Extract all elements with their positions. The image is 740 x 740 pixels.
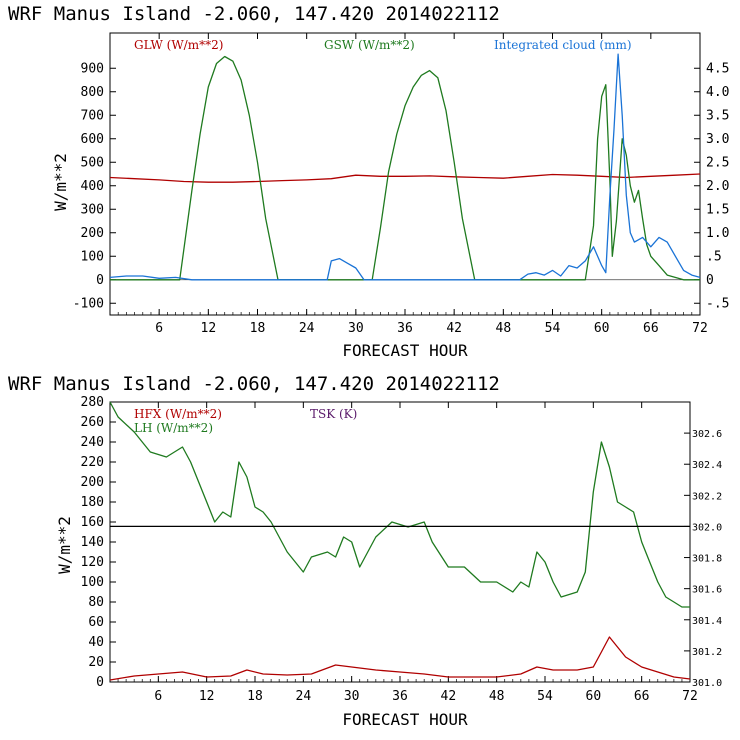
chart-bottom-xtick-label: 48 — [489, 689, 505, 704]
chart-top-ytick-label: 600 — [81, 132, 104, 147]
chart-bottom-ytick-label: 80 — [88, 595, 104, 610]
chart-bottom-xtick-label: 36 — [392, 689, 408, 704]
chart-top-series-gsw-w-m-2 — [110, 55, 700, 281]
chart-top-xtick-label: 12 — [201, 321, 217, 336]
chart-top-ytick-label: 100 — [81, 249, 104, 264]
chart-bottom-ytick-label: 160 — [81, 515, 104, 530]
chart-bottom-xtick-label: 24 — [296, 689, 312, 704]
chart-top-xtick-label: 30 — [348, 321, 364, 336]
chart-bottom-xtick-label: 6 — [154, 689, 162, 704]
chart-top-y2tick-label: -.5 — [706, 296, 729, 311]
chart-bottom-y2tick-label: 301.6 — [692, 585, 722, 596]
chart-top-y2tick-label: 4.0 — [706, 85, 729, 100]
chart-top-xtick-label: 60 — [594, 321, 610, 336]
chart-bottom-xlabel: FORECAST HOUR — [342, 710, 468, 729]
chart-top-xtick-label: 18 — [250, 321, 266, 336]
chart-bottom-series-hfx-w-m-2 — [109, 636, 691, 681]
chart-top-xlabel: FORECAST HOUR — [342, 341, 468, 360]
chart-top-legend-cloud: Integrated cloud (mm) — [494, 38, 632, 52]
chart-bottom-legend-lh: LH (W/m**2) — [134, 421, 213, 435]
chart-top-ylabel: W/m**2 — [51, 153, 70, 211]
chart-bottom-ytick-label: 60 — [88, 615, 104, 630]
chart-bottom-series-lh-w-m-2 — [109, 401, 690, 608]
chart-bottom-y2tick-label: 302.6 — [692, 429, 722, 440]
chart-top-y2tick-label: 3.5 — [706, 108, 729, 123]
chart-bottom-xtick-label: 12 — [199, 689, 215, 704]
chart-bottom-xtick-label: 30 — [344, 689, 360, 704]
chart-top-xtick-label: 66 — [643, 321, 659, 336]
chart-top-y2tick-label: 1.5 — [706, 202, 729, 217]
chart-top-ytick-label: 700 — [81, 108, 104, 123]
chart-bottom-axes: 6 12 18 24 30 36 42 48 54 60 66 72 0 20 40 60 80 100 120 14… — [81, 395, 723, 704]
chart-bottom-xtick-label: 18 — [247, 689, 263, 704]
chart-top: WRF Manus Island -2.060, 147.420 2014022… — [8, 3, 729, 360]
chart-bottom-y2tick-label: 301.2 — [692, 647, 722, 658]
chart-top-series — [109, 53, 701, 281]
chart-bottom-ytick-label: 120 — [81, 555, 104, 570]
chart-bottom-ytick-label: 100 — [81, 575, 104, 590]
chart-bottom-series — [109, 401, 691, 681]
chart-bottom: WRF Manus Island -2.060, 147.420 2014022… — [8, 373, 722, 729]
chart-bottom-legend-tsk: TSK (K) — [310, 407, 357, 421]
chart-bottom-ytick-label: 260 — [81, 415, 104, 430]
chart-bottom-ylabel: W/m**2 — [55, 516, 74, 574]
chart-bottom-xtick-label: 54 — [537, 689, 553, 704]
chart-top-legend-glw: GLW (W/m**2) — [134, 38, 223, 52]
chart-bottom-y2tick-label: 301.0 — [692, 678, 722, 689]
chart-bottom-ytick-label: 200 — [81, 475, 104, 490]
chart-top-title: WRF Manus Island -2.060, 147.420 2014022… — [8, 3, 500, 25]
chart-bottom-ytick-label: 40 — [88, 635, 104, 650]
chart-bottom-y2tick-label: 301.4 — [692, 616, 722, 627]
chart-top-y2tick-label: 2.5 — [706, 155, 729, 170]
chart-bottom-title: WRF Manus Island -2.060, 147.420 2014022… — [8, 373, 500, 395]
chart-top-y2tick-label: 1.0 — [706, 226, 729, 241]
chart-top-ytick-label: 400 — [81, 179, 104, 194]
chart-bottom-xtick-label: 60 — [586, 689, 602, 704]
chart-bottom-y2tick-label: 302.4 — [692, 460, 722, 471]
chart-bottom-legend-hfx: HFX (W/m**2) — [134, 407, 222, 421]
chart-top-xtick-label: 24 — [299, 321, 315, 336]
chart-top-y2tick-label: 0 — [706, 273, 714, 288]
chart-top-y2tick-label: 4.5 — [706, 61, 729, 76]
chart-top-legend-gsw: GSW (W/m**2) — [324, 38, 415, 52]
chart-top-xtick-label: 6 — [155, 321, 163, 336]
chart-top-ytick-label: 0 — [96, 273, 104, 288]
chart-top-y2tick-label: 3.0 — [706, 132, 729, 147]
chart-bottom-y2tick-label: 301.8 — [692, 554, 722, 565]
chart-top-y2tick-label: 2.0 — [706, 179, 729, 194]
chart-bottom-xtick-label: 42 — [441, 689, 457, 704]
chart-top-ytick-label: -100 — [73, 296, 104, 311]
chart-top-ytick-label: 300 — [81, 202, 104, 217]
chart-top-ytick-label: 500 — [81, 155, 104, 170]
chart-bottom-xtick-label: 72 — [682, 689, 698, 704]
chart-bottom-y2tick-label: 302.0 — [692, 522, 722, 533]
chart-top-ytick-label: 800 — [81, 85, 104, 100]
chart-bottom-ytick-label: 240 — [81, 435, 104, 450]
chart-bottom-xtick-label: 66 — [634, 689, 650, 704]
chart-bottom-ytick-label: 20 — [88, 655, 104, 670]
chart-bottom-frame — [109, 401, 691, 683]
chart-bottom-ytick-label: 280 — [81, 395, 104, 410]
chart-top-xtick-label: 42 — [446, 321, 462, 336]
chart-bottom-y2tick-label: 302.2 — [692, 491, 722, 502]
chart-top-xtick-label: 54 — [545, 321, 561, 336]
chart-top-ytick-label: 200 — [81, 226, 104, 241]
chart-bottom-ytick-label: 220 — [81, 455, 104, 470]
chart-bottom-ytick-label: 180 — [81, 495, 104, 510]
chart-bottom-ytick-label: 0 — [96, 675, 104, 690]
chart-bottom-ytick-label: 140 — [81, 535, 104, 550]
chart-top-series-integrated-cloud-mm — [109, 53, 701, 281]
chart-top-ytick-label: 900 — [81, 61, 104, 76]
chart-top-y2tick-label: .5 — [706, 249, 722, 264]
chart-top-xtick-label: 48 — [496, 321, 512, 336]
chart-top-axes: 6 12 18 24 30 36 42 48 54 60 66 72 -100 0 100 200 300 400… — [73, 33, 729, 336]
chart-top-xtick-label: 72 — [692, 321, 708, 336]
chart-top-series-glw-w-m-2 — [109, 173, 701, 183]
chart-top-xtick-label: 36 — [397, 321, 413, 336]
